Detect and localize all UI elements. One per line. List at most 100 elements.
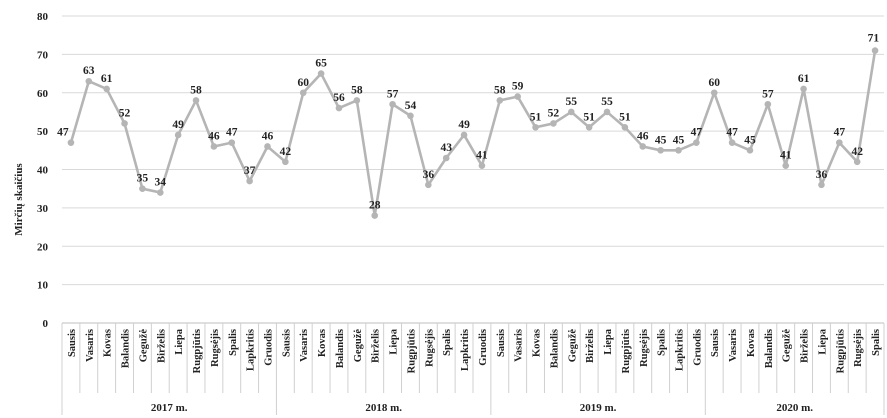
data-label: 58 bbox=[190, 84, 202, 96]
x-tick-label: Rugpjūtis bbox=[192, 329, 203, 373]
x-tick-label: Balandis bbox=[549, 329, 560, 368]
data-label: 28 bbox=[369, 200, 381, 212]
x-tick-label: Gegužė bbox=[138, 329, 149, 363]
data-label: 57 bbox=[387, 88, 399, 100]
year-group-label: 2017 m. bbox=[151, 402, 188, 414]
data-point bbox=[246, 177, 253, 185]
data-label: 42 bbox=[851, 146, 863, 158]
data-label: 46 bbox=[637, 130, 649, 142]
data-point bbox=[800, 85, 807, 93]
data-label: 55 bbox=[601, 96, 613, 108]
data-label: 45 bbox=[673, 134, 685, 146]
y-tick-label: 40 bbox=[37, 165, 49, 177]
data-point bbox=[282, 158, 289, 166]
data-point bbox=[264, 143, 271, 150]
data-point bbox=[567, 108, 575, 116]
y-tick-label: 20 bbox=[37, 241, 49, 253]
data-point bbox=[871, 47, 879, 54]
x-tick-label: Spalis bbox=[442, 329, 453, 356]
x-tick-label: Birželis bbox=[156, 329, 167, 363]
data-label: 36 bbox=[423, 169, 435, 181]
x-tick-label: Lapkritis bbox=[460, 329, 471, 371]
data-point bbox=[836, 139, 843, 146]
data-label: 59 bbox=[512, 81, 524, 93]
data-point bbox=[103, 85, 110, 93]
x-tick-label: Vasaris bbox=[728, 329, 739, 362]
data-point bbox=[621, 123, 629, 131]
x-tick-label: Kovas bbox=[103, 329, 114, 357]
data-label: 65 bbox=[315, 58, 327, 70]
data-label: 60 bbox=[297, 77, 309, 89]
x-tick-label: Gegužė bbox=[567, 329, 578, 363]
data-point bbox=[156, 189, 164, 196]
data-label: 47 bbox=[834, 127, 846, 139]
x-tick-label: Kovas bbox=[317, 329, 328, 357]
x-tick-label: Vasaris bbox=[299, 329, 310, 362]
data-point bbox=[192, 97, 200, 104]
x-tick-label: Liepa bbox=[174, 328, 185, 354]
x-tick-label: Liepa bbox=[603, 328, 614, 354]
x-tick-label: Kovas bbox=[746, 329, 757, 357]
data-point bbox=[210, 143, 218, 150]
x-tick-label: Gruodis bbox=[692, 329, 703, 366]
data-point bbox=[228, 139, 236, 146]
y-tick-label: 50 bbox=[37, 126, 49, 138]
data-label: 55 bbox=[566, 96, 578, 108]
data-point bbox=[299, 89, 307, 97]
year-group-label: 2020 m. bbox=[776, 402, 813, 414]
x-tick-label: Lapkritis bbox=[246, 329, 257, 371]
year-group-label: 2018 m. bbox=[365, 402, 402, 414]
data-point bbox=[853, 158, 861, 166]
year-group-label: 2019 m. bbox=[580, 402, 617, 414]
data-label: 52 bbox=[548, 107, 560, 119]
data-point bbox=[818, 181, 825, 189]
data-label: 52 bbox=[119, 107, 131, 119]
data-point bbox=[353, 97, 361, 104]
x-tick-label: Balandis bbox=[764, 329, 775, 368]
data-label: 58 bbox=[351, 84, 363, 96]
data-label: 37 bbox=[244, 165, 256, 177]
data-label: 36 bbox=[816, 169, 828, 181]
data-point bbox=[514, 93, 521, 100]
x-tick-label: Liepa bbox=[817, 328, 828, 354]
data-label: 35 bbox=[137, 173, 149, 185]
x-tick-label: Rugsėjis bbox=[639, 329, 650, 367]
x-tick-label: Spalis bbox=[228, 329, 239, 356]
data-label: 47 bbox=[226, 127, 238, 139]
data-label: 51 bbox=[619, 111, 631, 123]
data-point bbox=[639, 143, 647, 150]
data-label: 43 bbox=[440, 142, 452, 154]
x-tick-label: Lapkritis bbox=[675, 329, 686, 371]
data-point bbox=[693, 139, 700, 146]
data-label: 46 bbox=[262, 130, 274, 142]
data-point bbox=[550, 120, 557, 127]
data-point bbox=[532, 123, 539, 131]
data-label: 49 bbox=[458, 119, 470, 131]
x-axis: Sausis Vasaris Kovas Balandis Gegužė Birželis… bbox=[61, 322, 885, 415]
data-label: 41 bbox=[780, 150, 792, 162]
data-point bbox=[764, 100, 772, 108]
data-point bbox=[442, 154, 450, 162]
data-label: 47 bbox=[726, 127, 738, 139]
data-point bbox=[371, 212, 379, 219]
data-label: 61 bbox=[101, 73, 113, 85]
x-tick-label: Vasaris bbox=[514, 329, 525, 362]
data-label: 63 bbox=[83, 65, 95, 77]
data-label: 34 bbox=[155, 177, 167, 189]
x-tick-label: Rugsėjis bbox=[853, 329, 864, 367]
data-labels: 47 63 61 52 35 34 49 58 46 47 37 46 42 60 65 56 58 28 57 54… bbox=[57, 33, 879, 212]
data-label: 71 bbox=[868, 33, 880, 45]
x-tick-label: Gegužė bbox=[782, 329, 793, 363]
x-tick-label: Gruodis bbox=[478, 329, 489, 366]
x-tick-label: Liepa bbox=[389, 328, 400, 354]
data-point bbox=[782, 162, 790, 169]
x-tick-label: Spalis bbox=[871, 329, 882, 356]
x-tick-label: Rugsėjis bbox=[210, 329, 221, 367]
data-label: 49 bbox=[172, 119, 184, 131]
x-tick-label: Gegužė bbox=[353, 329, 364, 363]
x-tick-label: Birželis bbox=[585, 329, 596, 363]
data-label: 54 bbox=[405, 100, 417, 112]
x-tick-label: Birželis bbox=[371, 329, 382, 363]
data-point bbox=[496, 97, 504, 104]
data-label: 46 bbox=[208, 130, 220, 142]
